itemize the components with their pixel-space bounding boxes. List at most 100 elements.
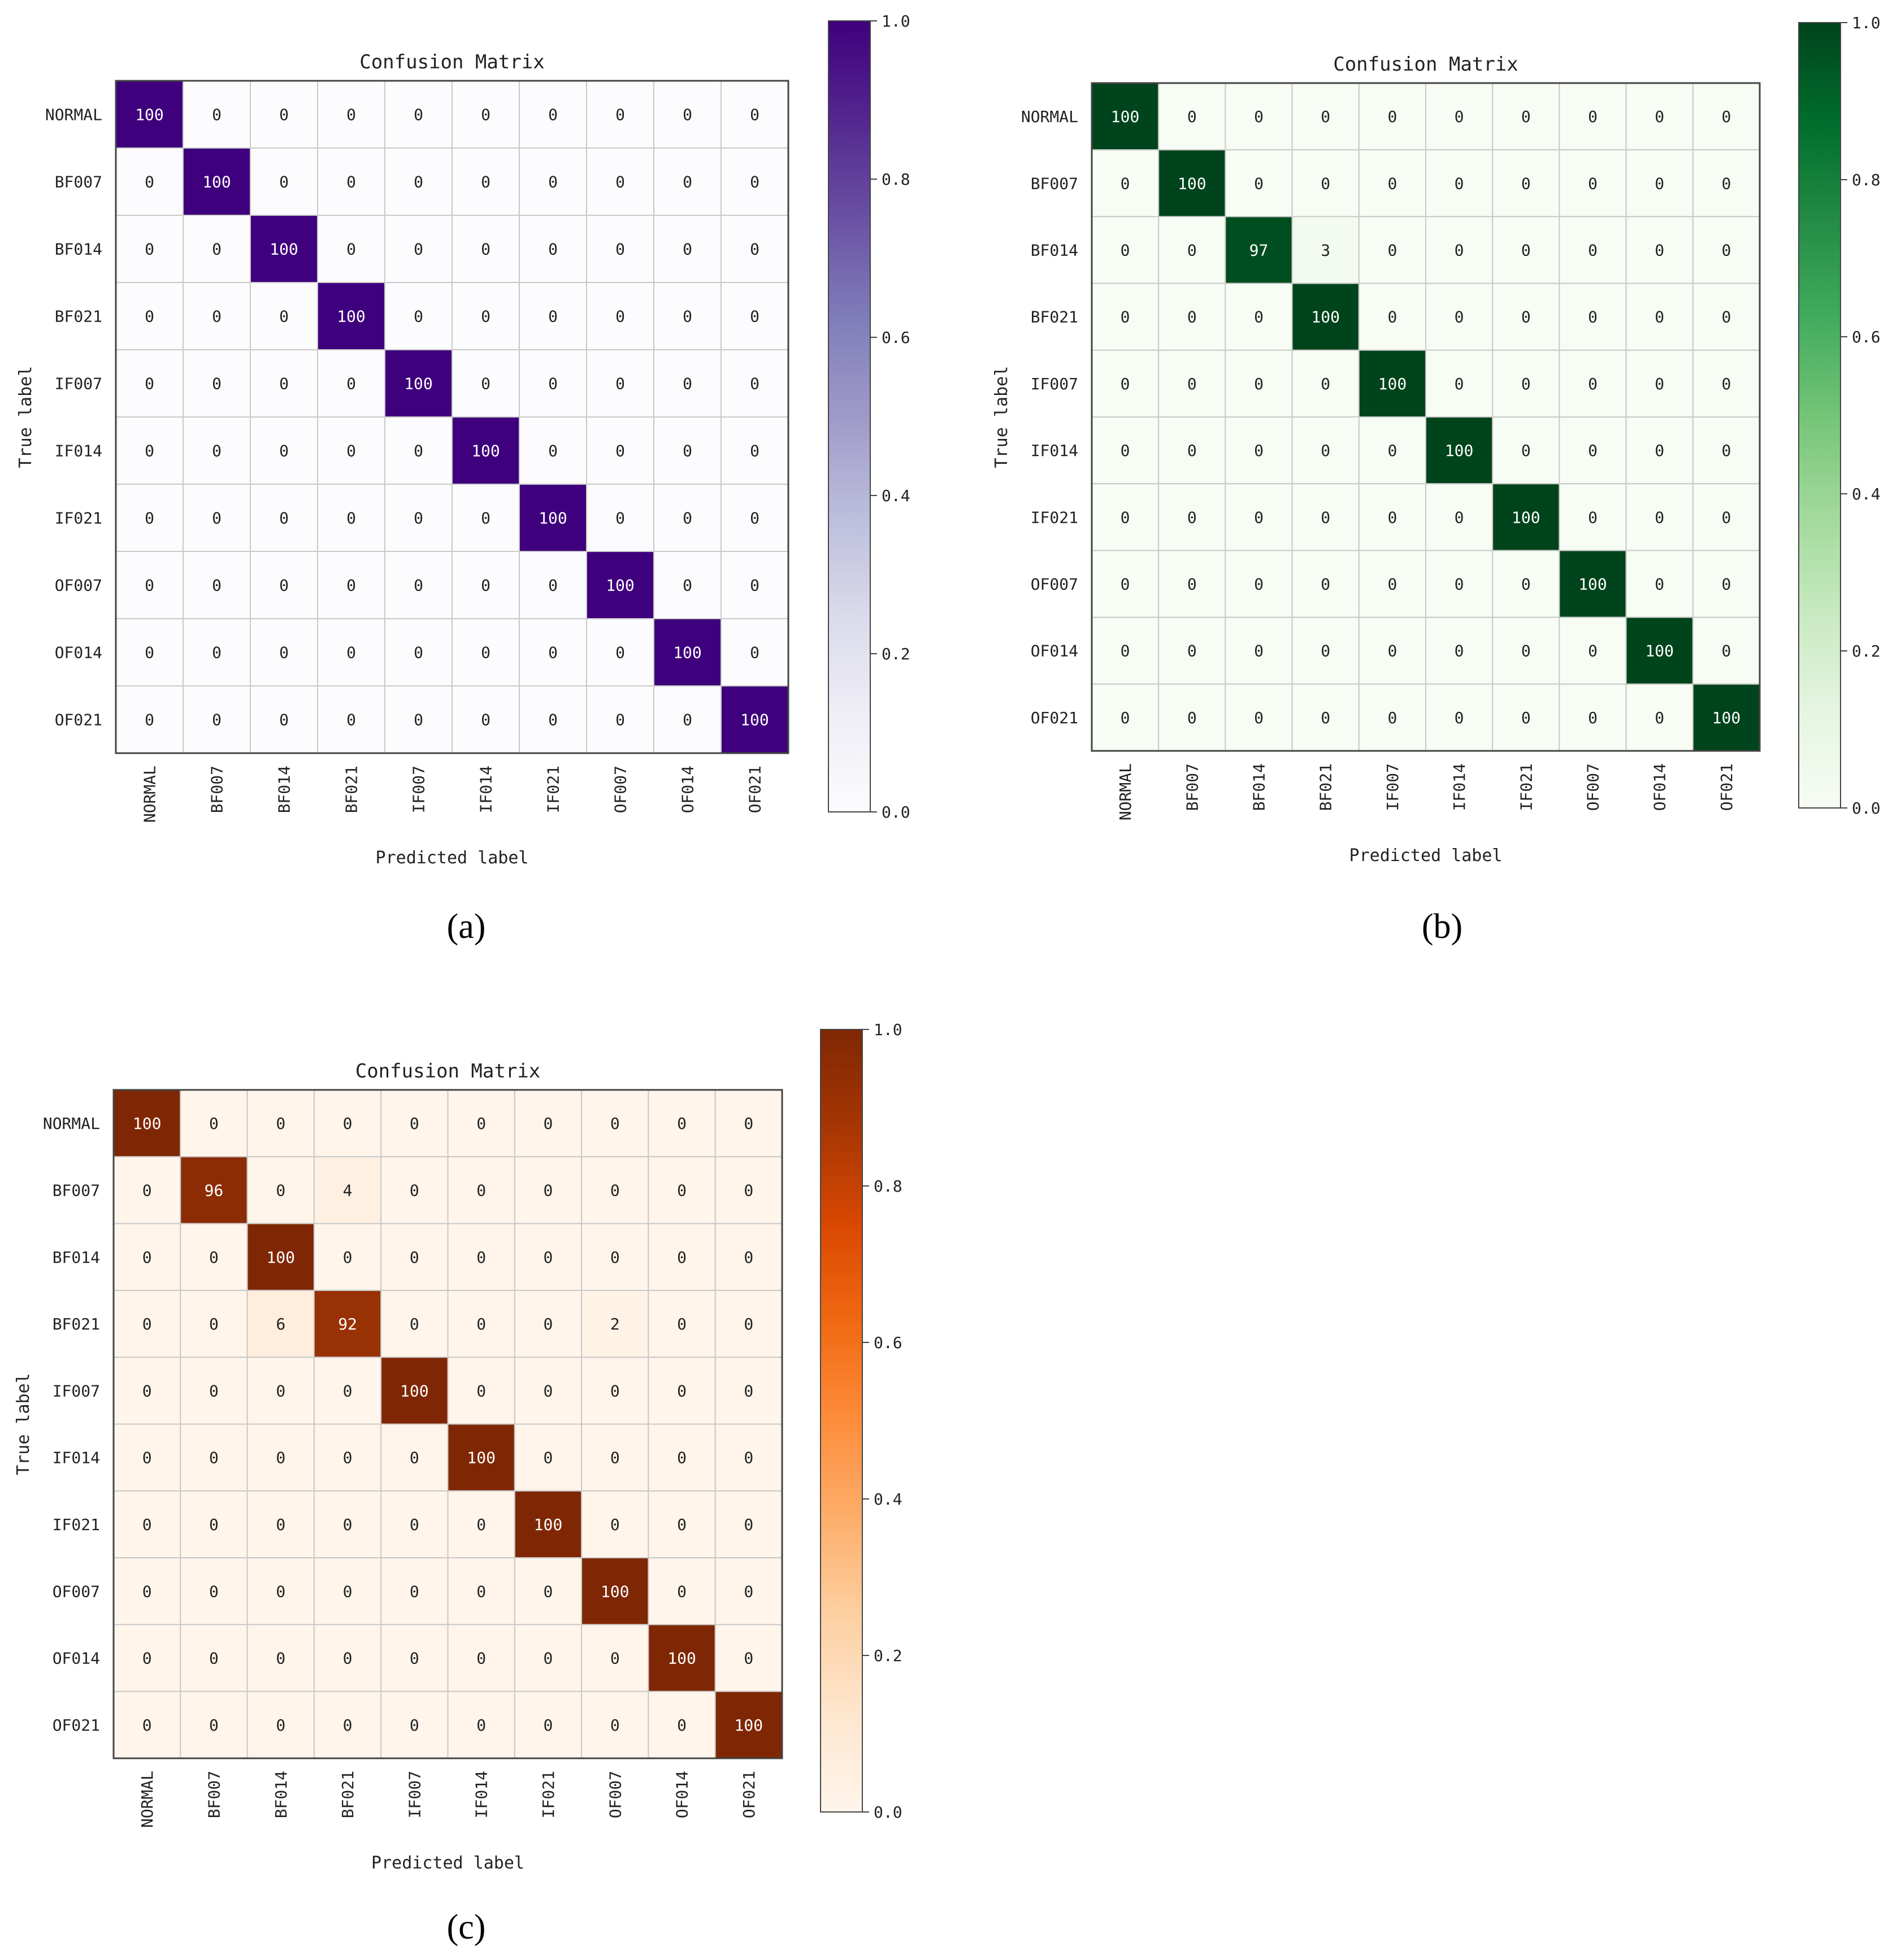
- matrix-cell: [1692, 149, 1761, 218]
- cell-value-label: 0: [610, 1248, 620, 1267]
- matrix-cell: [721, 80, 789, 149]
- cell-value-label: 0: [1721, 441, 1731, 460]
- cell-value-label: 97: [1249, 241, 1269, 260]
- cell-value-label: 0: [1121, 241, 1130, 260]
- matrix-cell: [653, 551, 722, 619]
- cell-value-label: 0: [548, 240, 558, 259]
- cell-value-label: 0: [414, 711, 423, 729]
- cell-value-label: 100: [1178, 174, 1206, 193]
- cell-value-label: 0: [750, 307, 759, 326]
- y-tick-label: BF021: [1031, 308, 1078, 327]
- cell-value-label: 92: [338, 1315, 357, 1333]
- matrix-cell: [581, 1289, 649, 1358]
- y-tick-label: IF021: [53, 1515, 100, 1534]
- cell-value-label: 100: [471, 442, 500, 460]
- cell-value-label: 0: [1521, 709, 1531, 727]
- matrix-cell: [714, 1557, 783, 1626]
- chart-title: Confusion Matrix: [1333, 53, 1518, 76]
- x-tick-label: IF021: [539, 1771, 558, 1818]
- cell-value-label: 0: [1121, 174, 1130, 193]
- matrix-cell: [1091, 216, 1160, 284]
- cell-value-label: 0: [544, 1181, 553, 1200]
- cell-value-label: 0: [1655, 107, 1664, 126]
- cell-value-label: 100: [534, 1515, 563, 1534]
- cell-value-label: 0: [1655, 174, 1664, 193]
- panel-label: (a): [447, 907, 486, 946]
- cell-value-label: 0: [346, 106, 356, 124]
- matrix-cell: [514, 1423, 583, 1492]
- matrix-cell: [317, 484, 385, 552]
- cell-value-label: 0: [1254, 441, 1264, 460]
- cell-value-label: 0: [1455, 575, 1464, 594]
- cell-value-label: 100: [673, 644, 702, 662]
- cell-value-label: 0: [744, 1315, 753, 1333]
- cell-value-label: 0: [209, 1315, 219, 1333]
- matrix-cell: [519, 618, 587, 686]
- cell-value-label: 0: [343, 1515, 353, 1534]
- cell-value-label: 0: [544, 1649, 553, 1668]
- cell-value-label: 0: [1187, 375, 1197, 393]
- matrix-cell: [519, 484, 587, 552]
- panel-label: (b): [1422, 907, 1462, 946]
- cell-value-label: 0: [1121, 575, 1130, 594]
- x-tick-label: IF021: [544, 766, 563, 813]
- matrix-cell: [246, 1490, 315, 1559]
- y-tick-label: IF007: [53, 1381, 100, 1400]
- matrix-cell: [514, 1690, 583, 1759]
- cell-value-label: 0: [1521, 308, 1531, 327]
- cell-value-label: 0: [410, 1315, 419, 1333]
- matrix-cell: [721, 349, 789, 418]
- cell-value-label: 0: [1455, 174, 1464, 193]
- cell-value-label: 0: [544, 1582, 553, 1601]
- cell-value-label: 0: [212, 375, 222, 393]
- matrix-cell: [452, 147, 520, 216]
- matrix-cell: [1692, 683, 1761, 752]
- matrix-cell: [714, 1289, 783, 1358]
- cell-value-label: 0: [1187, 107, 1197, 126]
- matrix-cell: [447, 1357, 515, 1425]
- cell-value-label: 0: [142, 1716, 152, 1735]
- x-tick-label: OF014: [1651, 763, 1669, 811]
- cell-value-label: 0: [212, 644, 222, 662]
- cell-value-label: 96: [205, 1181, 224, 1200]
- y-tick-label: IF021: [1031, 508, 1078, 527]
- matrix-cell: [1692, 349, 1761, 418]
- matrix-cell: [1225, 149, 1293, 218]
- cell-value-label: 0: [209, 1114, 219, 1133]
- cell-value-label: 0: [1254, 308, 1264, 327]
- cell-value-label: 0: [414, 307, 423, 326]
- y-tick-label: OF007: [1031, 575, 1078, 594]
- y-axis-label: True label: [16, 366, 36, 468]
- cell-value-label: 0: [1588, 441, 1598, 460]
- cell-value-label: 0: [346, 173, 356, 192]
- x-tick-label: NORMAL: [141, 766, 159, 823]
- matrix-cell: [714, 1357, 783, 1425]
- cell-value-label: 100: [135, 106, 164, 124]
- matrix-cell: [1625, 349, 1694, 418]
- matrix-cell: [250, 349, 318, 418]
- matrix-cell: [721, 282, 789, 350]
- x-tick-label: OF021: [1717, 763, 1736, 811]
- matrix-cell: [1559, 82, 1627, 151]
- cell-value-label: 0: [279, 576, 289, 595]
- y-axis-label: True label: [14, 1373, 33, 1475]
- cell-value-label: 0: [1121, 308, 1130, 327]
- matrix-cell: [1225, 483, 1293, 551]
- matrix-frame: [115, 80, 789, 754]
- cell-value-label: 0: [1321, 174, 1330, 193]
- x-tick-label: BF021: [342, 766, 361, 813]
- matrix-cell: [180, 1357, 248, 1425]
- cell-value-label: 0: [145, 509, 154, 528]
- cell-value-label: 0: [410, 1181, 419, 1200]
- matrix-cell: [714, 1490, 783, 1559]
- cell-value-label: 0: [544, 1315, 553, 1333]
- x-tick-label: OF014: [673, 1771, 692, 1818]
- cell-value-label: 0: [145, 307, 154, 326]
- cell-value-label: 100: [1111, 107, 1140, 126]
- cell-value-label: 0: [1321, 575, 1330, 594]
- matrix-cell: [1692, 416, 1761, 485]
- cell-value-label: 0: [548, 173, 558, 192]
- cell-value-label: 0: [610, 1716, 620, 1735]
- matrix-cell: [183, 618, 251, 686]
- matrix-cell: [1559, 683, 1627, 752]
